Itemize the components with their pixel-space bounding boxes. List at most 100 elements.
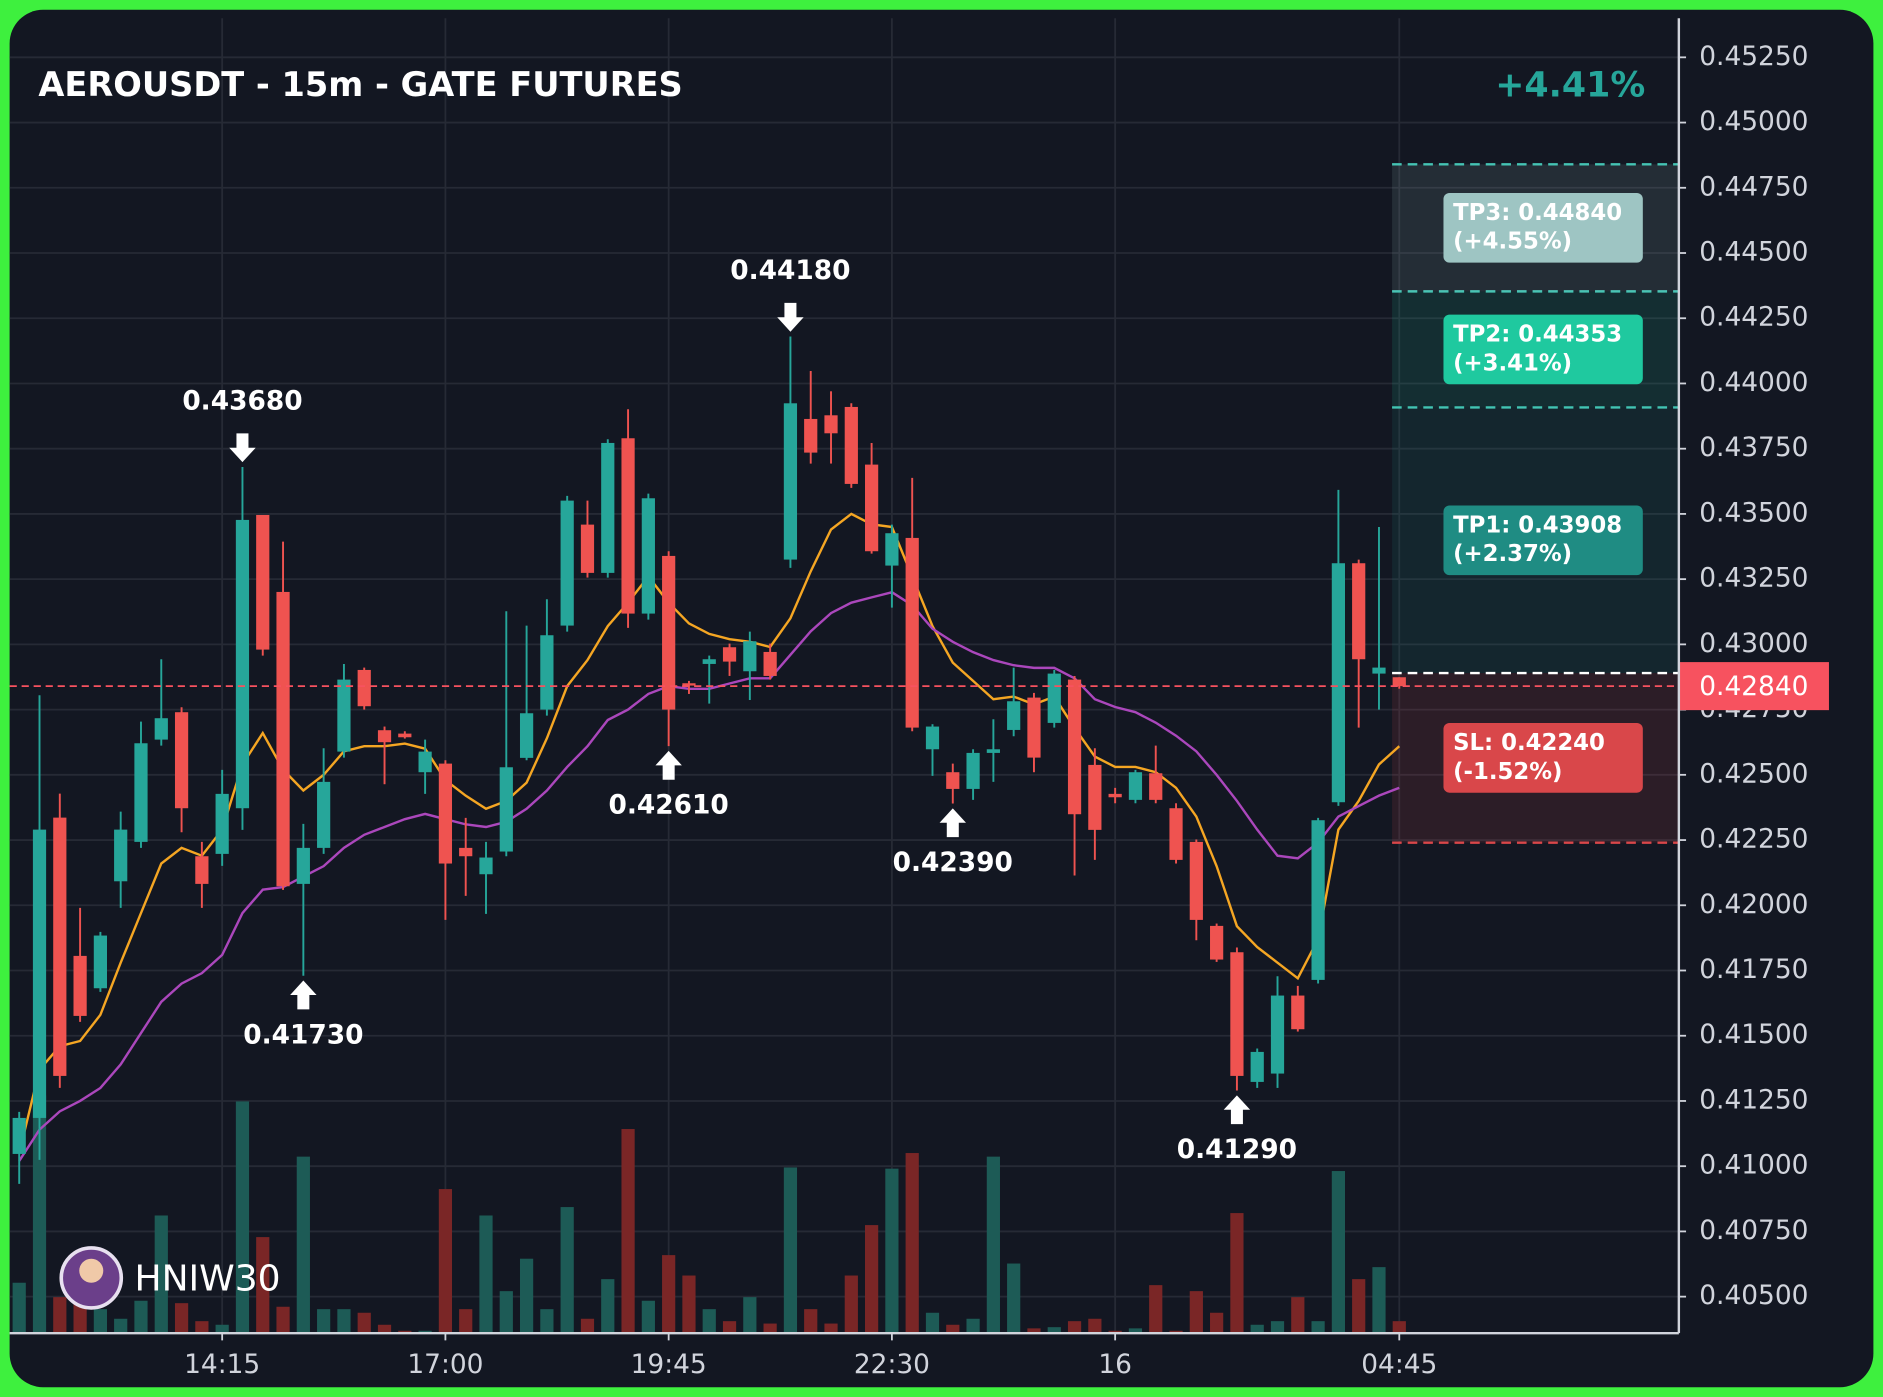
volume-bar [580,1318,595,1334]
candle-body [1270,995,1285,1074]
level-label: TP2: 0.44353 [1453,322,1622,348]
candle-body [925,726,940,750]
y-tick-label: 0.43000 [1699,628,1808,659]
y-tick-label: 0.43750 [1699,432,1808,463]
candle-body [438,763,453,864]
y-tick-label: 0.44750 [1699,171,1808,202]
candle-body [722,647,737,662]
y-tick-label: 0.40750 [1699,1215,1808,1246]
candle-body [885,533,899,566]
y-tick-label: 0.44000 [1699,367,1808,398]
candle-body [804,418,818,453]
candle-body [195,856,209,884]
volume-bar [966,1318,980,1334]
volume-bar [1047,1327,1061,1334]
y-tick-label: 0.41000 [1699,1150,1808,1181]
candle-body [459,847,473,857]
candle-body [1189,841,1203,920]
candle-body [743,641,757,672]
volume-bar [215,1324,229,1334]
candle-body [824,415,838,434]
volume-bar [32,1095,47,1334]
x-tick-label: 04:45 [1361,1349,1437,1380]
change-label: +4.41% [1495,66,1645,106]
candle-body [296,847,310,884]
candle-body [986,749,1000,753]
candle-body [1311,820,1325,980]
level-box [1443,723,1643,793]
volume-bar [1331,1171,1345,1334]
volume-bar [1250,1324,1264,1334]
volume-bar [357,1312,371,1334]
y-tick-label: 0.42250 [1699,824,1808,855]
candle-body [601,442,615,573]
volume-bar [743,1297,757,1334]
volume-bar [1352,1279,1366,1334]
candle-body [235,519,250,809]
volume-bar [1291,1297,1305,1334]
volume-bar [844,1275,858,1334]
y-tick-label: 0.45000 [1699,106,1808,137]
candle-body [702,659,716,664]
volume-bar [235,1101,250,1334]
volume [12,1095,1406,1334]
candle-body [1392,677,1406,687]
candle-body [905,537,919,728]
volume-bar [540,1309,554,1334]
candles [12,336,1406,1184]
candle-body [1352,563,1366,660]
candle-body [174,712,189,809]
level-box [1443,314,1643,385]
candle-body [966,752,980,789]
candle-body [317,781,331,848]
x-tick-label: 19:45 [631,1349,707,1380]
candle-body [256,514,270,650]
volume-bar [804,1309,818,1334]
volume-bar [722,1321,737,1334]
chart-background [9,9,1874,1388]
volume-bar [824,1323,838,1334]
candle-body [1007,701,1021,730]
candle-body [1128,772,1143,800]
volume-bar [12,1282,26,1334]
y-tick-label: 0.44500 [1699,237,1808,268]
level-box [1443,505,1643,576]
y-tick-label: 0.41500 [1699,1019,1808,1050]
level-label: TP1: 0.43908 [1453,512,1622,538]
extreme-label: 0.44180 [730,255,850,286]
volume-bar [1270,1321,1285,1334]
candle-body [114,829,128,882]
volume-bar [438,1189,453,1334]
volume-bar [93,1309,107,1334]
volume-bar [702,1309,716,1334]
candle-body [1088,764,1102,830]
volume-bar [986,1156,1000,1334]
volume-bar [1372,1267,1386,1334]
candle-body [1210,925,1224,960]
chart-title: AEROUSDT - 15m - GATE FUTURES [38,65,682,104]
candle-body [418,751,432,773]
level-label: TP3: 0.44840 [1453,200,1622,226]
volume-bar [195,1321,209,1334]
volume-bar [1392,1321,1406,1334]
volume-bar [1230,1213,1244,1334]
candle-body [1250,1051,1264,1082]
candle-body [540,635,554,710]
volume-bar [905,1153,919,1334]
volume-bar [134,1300,148,1334]
volume-bar [174,1303,189,1334]
x-tick-label: 22:30 [854,1349,930,1380]
candle-body [641,498,655,614]
extreme-label: 0.43680 [182,386,302,417]
candle-body [276,591,290,887]
candle-body [479,857,493,875]
volume-bar [783,1167,798,1334]
volume-bar [925,1312,940,1334]
candle-body [499,767,513,852]
volume-bar [641,1300,655,1334]
candle-body [1230,952,1244,1076]
watermark: HNIW30 [135,1258,281,1299]
y-tick-label: 0.42500 [1699,758,1808,789]
candle-body [154,718,168,740]
